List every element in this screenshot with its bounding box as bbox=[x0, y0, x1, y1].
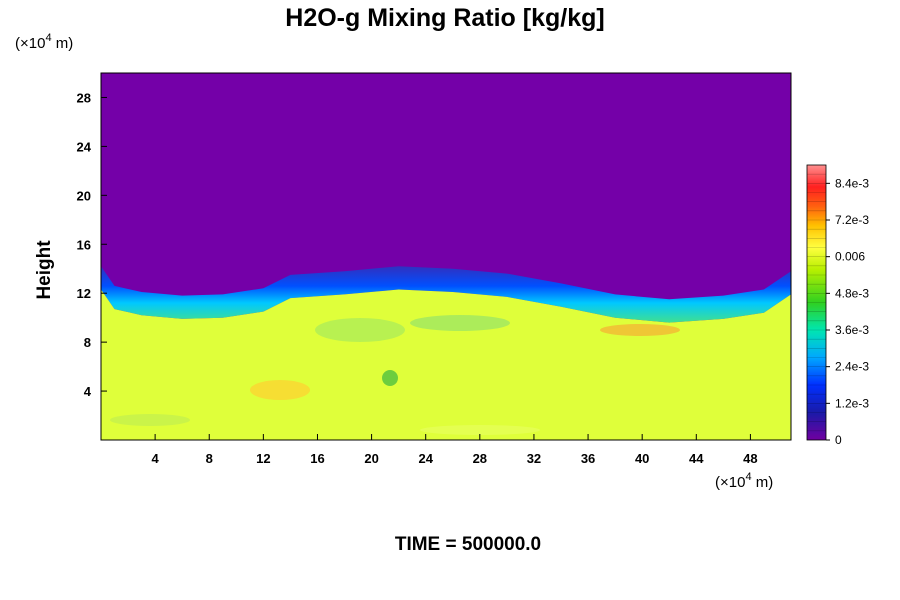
x-unit-exponent: 4 bbox=[745, 471, 751, 483]
y-tick-label: 28 bbox=[77, 90, 91, 105]
y-tick-label: 8 bbox=[84, 335, 91, 350]
x-unit: m bbox=[756, 474, 769, 491]
colorbar-tick-label: 0.006 bbox=[835, 250, 865, 264]
colorbar-tick-label: 7.2e-3 bbox=[835, 213, 869, 227]
x-tick-labels: 4 8 12 16 20 24 28 32 36 40 44 48 bbox=[152, 434, 758, 466]
y-axis-label: Height bbox=[34, 240, 55, 300]
plot-area bbox=[101, 73, 791, 440]
y-unit-label: (×104 m) bbox=[15, 32, 73, 52]
x-tick-label: 16 bbox=[310, 451, 324, 466]
colorbar-tick-label: 4.8e-3 bbox=[835, 286, 869, 300]
x-tick-label: 36 bbox=[581, 451, 595, 466]
moist-patch bbox=[250, 380, 310, 400]
colorbar: 0 1.2e-3 2.4e-3 3.6e-3 4.8e-3 0.006 7.2e-3 8.4e… bbox=[806, 164, 869, 447]
x-tick-label: 28 bbox=[473, 451, 487, 466]
y-tick-label: 20 bbox=[77, 188, 91, 203]
colorbar-tick-label: 8.4e-3 bbox=[835, 176, 869, 190]
x-tick-label: 44 bbox=[689, 451, 704, 466]
moist-patch bbox=[410, 315, 510, 331]
colorbar-tick-labels: 0 1.2e-3 2.4e-3 3.6e-3 4.8e-3 0.006 7.2e-3 8.4e… bbox=[826, 176, 869, 447]
chart-title: H2O-g Mixing Ratio [kg/kg] bbox=[285, 4, 604, 32]
plot-frame bbox=[100, 72, 792, 441]
x-tick-label: 4 bbox=[152, 451, 160, 466]
colorbar-tick-label: 1.2e-3 bbox=[835, 396, 869, 410]
y-tick-labels: 4 8 12 16 20 24 28 bbox=[77, 90, 107, 399]
y-tick-label: 4 bbox=[84, 384, 92, 399]
colorbar-gradient bbox=[806, 164, 827, 441]
x-tick-label: 24 bbox=[418, 451, 433, 466]
colorbar-tick-label: 2.4e-3 bbox=[835, 360, 869, 374]
x-tick-label: 32 bbox=[527, 451, 541, 466]
x-tick-label: 20 bbox=[364, 451, 378, 466]
y-tick-label: 12 bbox=[77, 286, 91, 301]
transition-band bbox=[101, 266, 791, 323]
moist-patch bbox=[110, 414, 190, 426]
x-tick-label: 8 bbox=[206, 451, 213, 466]
y-unit-exponent: 4 bbox=[45, 32, 51, 44]
moist-patch bbox=[382, 370, 398, 386]
x-tick-label: 40 bbox=[635, 451, 649, 466]
x-tick-label: 12 bbox=[256, 451, 270, 466]
x-tick-label: 48 bbox=[743, 451, 757, 466]
colorbar-tick-label: 3.6e-3 bbox=[835, 323, 869, 337]
moist-patch bbox=[315, 318, 405, 342]
colorbar-tick-label: 0 bbox=[835, 433, 842, 447]
plot-details bbox=[110, 315, 680, 435]
moist-patch bbox=[600, 324, 680, 336]
time-annotation: TIME = 500000.0 bbox=[395, 534, 541, 555]
y-tick-label: 24 bbox=[77, 139, 92, 154]
y-tick-label: 16 bbox=[77, 237, 91, 252]
colorbar-levels bbox=[807, 173, 826, 432]
x-unit-label: (×104 m) bbox=[715, 471, 773, 491]
y-unit: m bbox=[56, 35, 69, 52]
moist-patch bbox=[420, 425, 540, 435]
